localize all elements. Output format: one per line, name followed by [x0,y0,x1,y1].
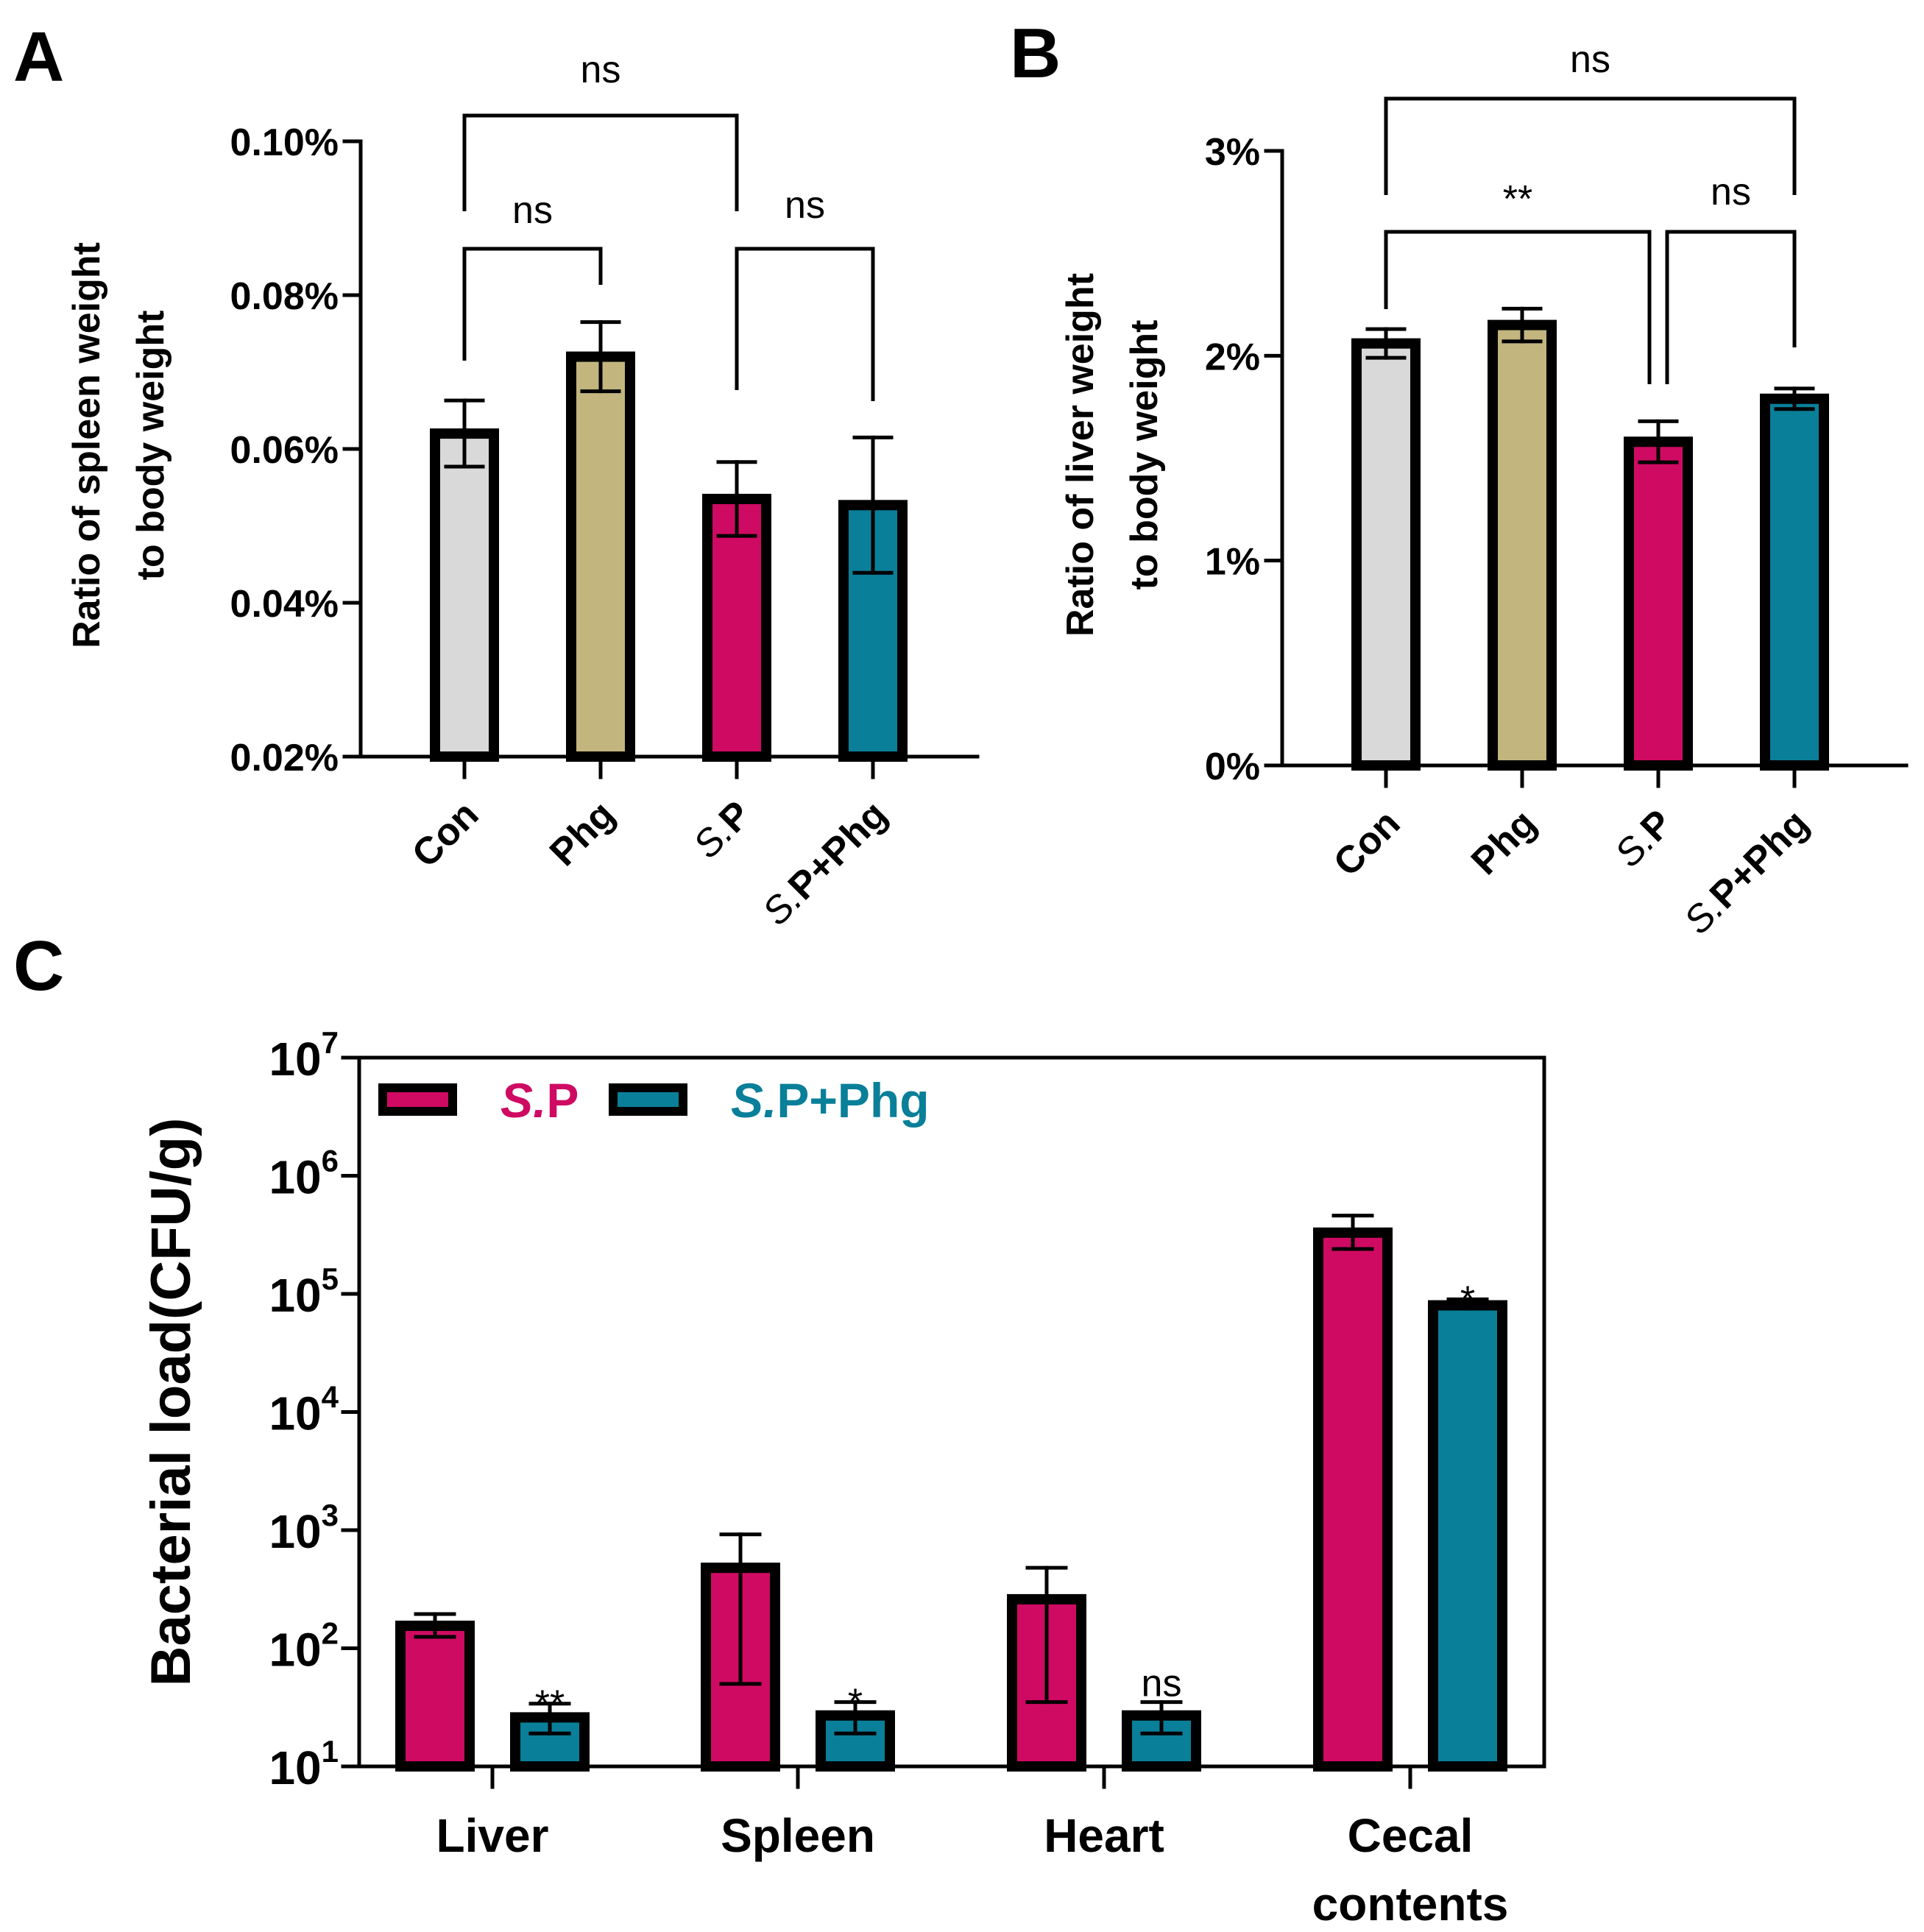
panel-c-bacterial-load-chart: C Bacterial load(CFU/g) 101 102 103 104 105 1… [13,927,1546,1931]
panel-letter-c: C [13,927,64,1005]
significance-label: ns [512,189,553,232]
bar [701,1563,780,1772]
significance-bracket [462,113,739,211]
panel-letter-a: A [13,18,64,96]
x-category-label: Liver [436,1809,549,1862]
y-tick-label: 101 [269,1734,339,1794]
bar [395,1620,475,1772]
bar [1351,338,1421,771]
legend-swatch [378,1083,457,1116]
significance-label: ns [1142,1663,1182,1705]
legend-label: S.P+Phg [731,1073,930,1128]
panel-b-ylabel-line2: to body weight [1123,320,1166,590]
bar [1313,1227,1393,1772]
significance-label: * [1460,1278,1475,1321]
legend-swatch [609,1083,687,1116]
bar [1428,1300,1507,1772]
x-category-label: Cecal [1348,1809,1474,1862]
y-tick-label: 3% [1205,131,1260,174]
y-tick-label: 102 [269,1616,339,1677]
y-tick-label: 104 [269,1380,339,1440]
significance-label: ns [1570,38,1610,81]
x-category-label: contents [1312,1878,1509,1931]
bar [1488,319,1557,771]
y-tick-label: 2% [1205,336,1260,378]
x-category-label: Spleen [721,1809,875,1862]
bar [430,428,499,762]
y-tick-label: 0.02% [230,737,339,779]
panel-a-ylabel-line2: to body weight [130,311,172,581]
significance-label: ns [785,184,825,227]
y-tick-label: 103 [269,1498,339,1558]
significance-bracket [462,247,603,361]
significance-label: * [848,1682,863,1724]
x-category-label: Heart [1044,1809,1164,1862]
bar [1624,436,1693,771]
significance-label: ** [535,1683,565,1726]
significance-label: ** [1503,178,1532,221]
significance-bracket [1384,96,1797,195]
y-tick-label: 0.04% [230,583,339,626]
y-tick-label: 0% [1205,746,1260,788]
significance-bracket [735,247,875,401]
significance-bracket [1665,230,1797,384]
panel-b-ylabel-line1: Ratio of liver weight [1059,273,1102,637]
panel-c-ylabel: Bacterial load(CFU/g) [140,1118,202,1687]
significance-label: ns [1711,171,1751,213]
y-tick-label: 105 [269,1262,339,1322]
panel-letter-b: B [1010,14,1061,93]
y-tick-label: 0.06% [230,429,339,472]
significance-bracket [1384,230,1652,384]
y-tick-label: 0.08% [230,275,339,318]
panel-a-ylabel-line1: Ratio of spleen weight [66,242,108,648]
y-tick-label: 106 [269,1144,339,1204]
legend-label: S.P [501,1073,579,1128]
y-tick-label: 107 [269,1025,339,1086]
panel-b-liver-ratio-chart: B Ratio of liver weight to body weight 0… [1010,14,1909,943]
y-tick-label: 1% [1205,541,1260,584]
significance-label: ns [581,49,621,91]
bar [566,351,635,762]
bar [1760,393,1829,771]
y-tick-label: 0.10% [230,121,339,164]
